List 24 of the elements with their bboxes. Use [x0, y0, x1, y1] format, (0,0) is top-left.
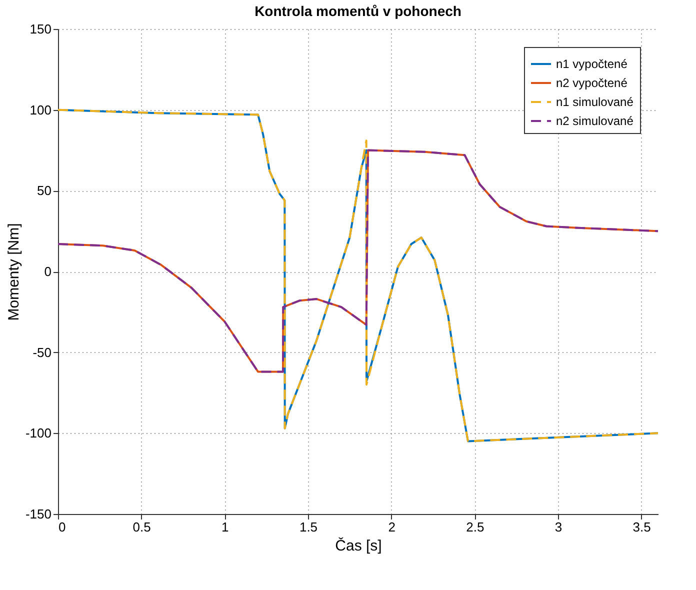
y-tick-label: -150	[25, 506, 52, 522]
legend-label: n1 simulované	[556, 95, 634, 109]
x-tick-label: 0.5	[132, 520, 151, 534]
x-tick-label: 1.5	[299, 520, 318, 534]
x-tick-label: 3.5	[632, 520, 651, 534]
line-series	[58, 149, 658, 373]
x-axis-title: Čas [s]	[335, 536, 382, 554]
x-tick-label: 2	[388, 520, 396, 534]
y-tick-label: -100	[25, 426, 52, 441]
y-tick-label: 150	[30, 22, 52, 36]
y-tick-label: 100	[30, 102, 52, 118]
legend-label: n2 vypočtené	[556, 76, 628, 90]
y-tick-label: 50	[37, 183, 52, 198]
x-tick-label: 1	[222, 520, 229, 534]
x-tick-label: 0	[58, 520, 66, 534]
line-series	[58, 108, 658, 442]
x-tick-label: 2.5	[466, 520, 484, 534]
y-tick-label: -50	[32, 344, 52, 360]
y-tick-label: 0	[44, 264, 52, 279]
y-axis-title: Momenty [Nm]	[5, 223, 22, 321]
legend-label: n1 vypočtené	[556, 57, 628, 71]
legend-label: n2 simulované	[556, 114, 634, 128]
x-tick-label: 3	[554, 520, 562, 534]
chart-title: Kontrola momentů v pohonech	[254, 3, 462, 19]
